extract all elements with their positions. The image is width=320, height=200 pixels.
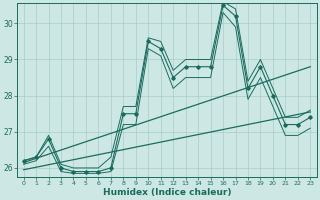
X-axis label: Humidex (Indice chaleur): Humidex (Indice chaleur) xyxy=(103,188,231,197)
